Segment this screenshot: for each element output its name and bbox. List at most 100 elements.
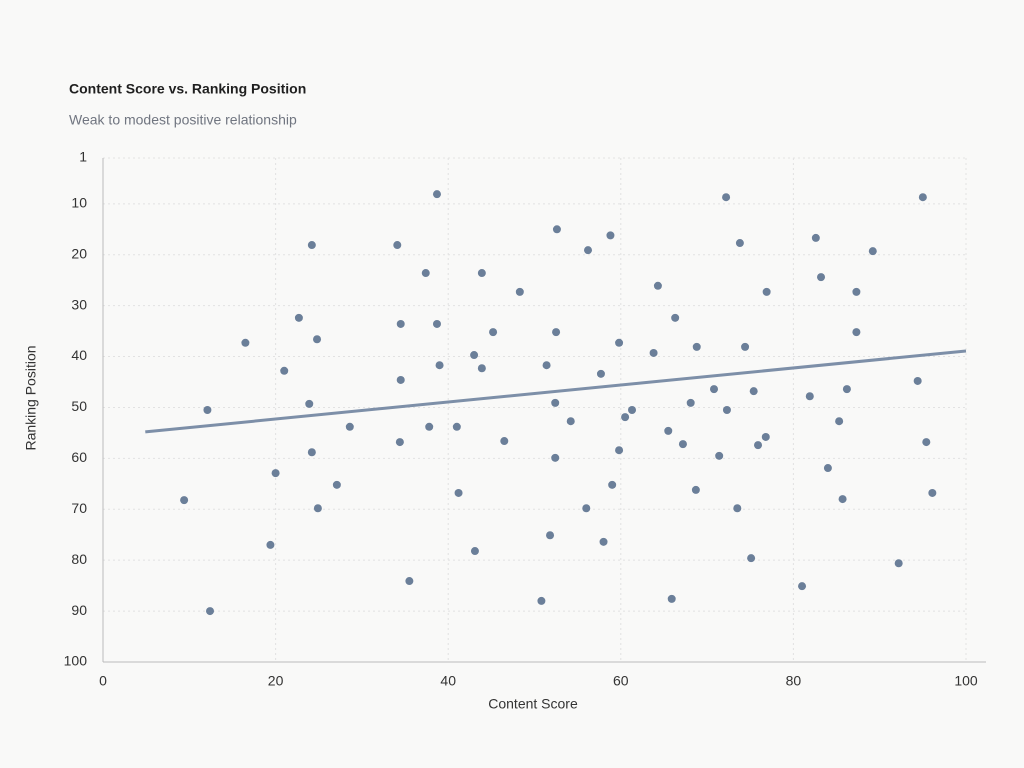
point [798,582,807,591]
point [584,246,593,255]
y-tick-label: 1 [79,149,87,165]
y-tick-label: 30 [71,296,87,312]
point [596,369,605,378]
point [733,504,742,513]
point [722,193,731,202]
point [628,406,637,414]
point [653,281,662,290]
point [566,417,575,426]
point [405,577,414,586]
x-tick-label: 20 [268,673,284,689]
point [241,338,250,347]
point [606,231,615,240]
point [489,328,498,337]
point [271,469,280,478]
point [621,413,630,422]
point [715,451,724,460]
point [266,540,275,549]
point [667,594,676,603]
point [452,422,461,431]
point [432,319,441,328]
point [710,385,719,394]
point [537,596,546,605]
y-axis-label: Ranking Position [23,345,39,450]
y-tick-label: 20 [71,245,87,261]
point [664,426,673,435]
point [500,437,509,446]
point [918,193,927,202]
point [913,376,922,385]
point [608,480,617,489]
point [307,241,316,250]
x-tick-label: 80 [786,673,802,689]
point [747,554,756,563]
x-tick-label: 40 [440,673,456,689]
point [425,422,434,431]
point [332,480,341,489]
point [615,446,624,455]
point [313,504,322,513]
point [811,233,820,242]
point [805,392,814,401]
point [852,328,861,337]
point [477,269,486,278]
point [280,366,289,375]
point [741,342,750,351]
point [691,485,700,494]
point [582,504,591,513]
point [307,448,316,457]
point [922,438,931,447]
point [313,335,322,344]
y-tick-label: 100 [64,653,88,669]
y-tick-label: 10 [71,195,87,211]
point [345,422,354,431]
point [722,406,731,414]
point [842,385,851,394]
point [615,338,624,347]
point [470,547,479,556]
point [671,313,680,322]
point [928,488,937,497]
y-tick-label: 70 [71,500,87,516]
point [206,607,215,616]
point [749,387,758,396]
point [546,531,555,540]
point [470,351,479,360]
point [477,364,486,373]
chart-subtitle: Weak to modest positive relationship [69,112,297,128]
x-tick-label: 100 [954,673,978,689]
point [393,241,402,250]
point [396,375,405,384]
point [552,328,561,337]
point [421,269,430,278]
trend-line [145,349,967,434]
point [515,287,524,296]
point [180,496,189,505]
point [395,438,404,447]
point [754,441,763,450]
x-tick-label: 60 [613,673,629,689]
point [294,313,303,322]
point [396,319,405,328]
point [305,399,314,408]
point [551,453,560,462]
point [686,398,695,407]
point [817,273,826,282]
x-axis-label: Content Score [488,696,578,712]
chart-title: Content Score vs. Ranking Position [69,81,306,97]
point [435,361,444,370]
x-tick-label: 0 [99,673,107,689]
point [454,488,463,497]
point [692,342,701,351]
point [823,464,832,473]
point [678,440,687,449]
point [542,361,551,370]
y-tick-label: 50 [71,398,87,414]
point [432,190,441,199]
point [649,348,658,357]
point [868,247,877,256]
point [761,432,770,441]
point [599,537,608,546]
y-tick-label: 80 [71,551,87,567]
